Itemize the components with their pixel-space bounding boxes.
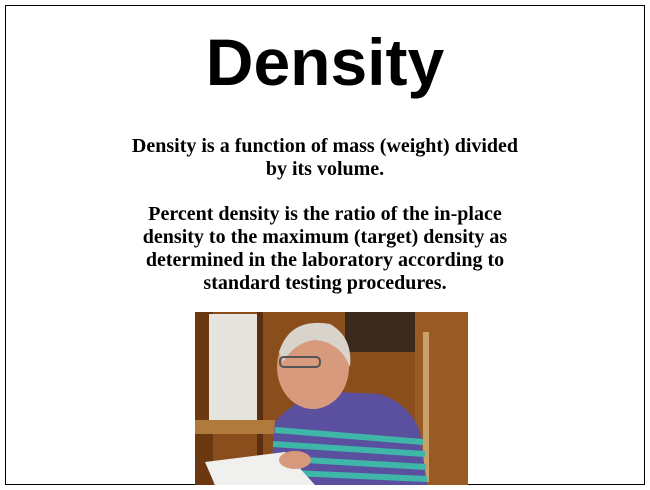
text-line: density to the maximum (target) density … bbox=[142, 226, 508, 248]
photo bbox=[195, 312, 468, 485]
text-line: standard testing procedures. bbox=[203, 272, 447, 294]
text-line: determined in the laboratory according t… bbox=[145, 249, 505, 271]
text-line: by its volume. bbox=[265, 158, 385, 180]
text-line: Density is a function of mass (weight) d… bbox=[131, 135, 519, 157]
paragraph: Density is a function of mass (weight) d… bbox=[0, 135, 650, 181]
text-line: Percent density is the ratio of the in-p… bbox=[148, 203, 502, 225]
slide-title: Density bbox=[205, 25, 445, 99]
paragraph: Percent density is the ratio of the in-p… bbox=[0, 203, 650, 295]
